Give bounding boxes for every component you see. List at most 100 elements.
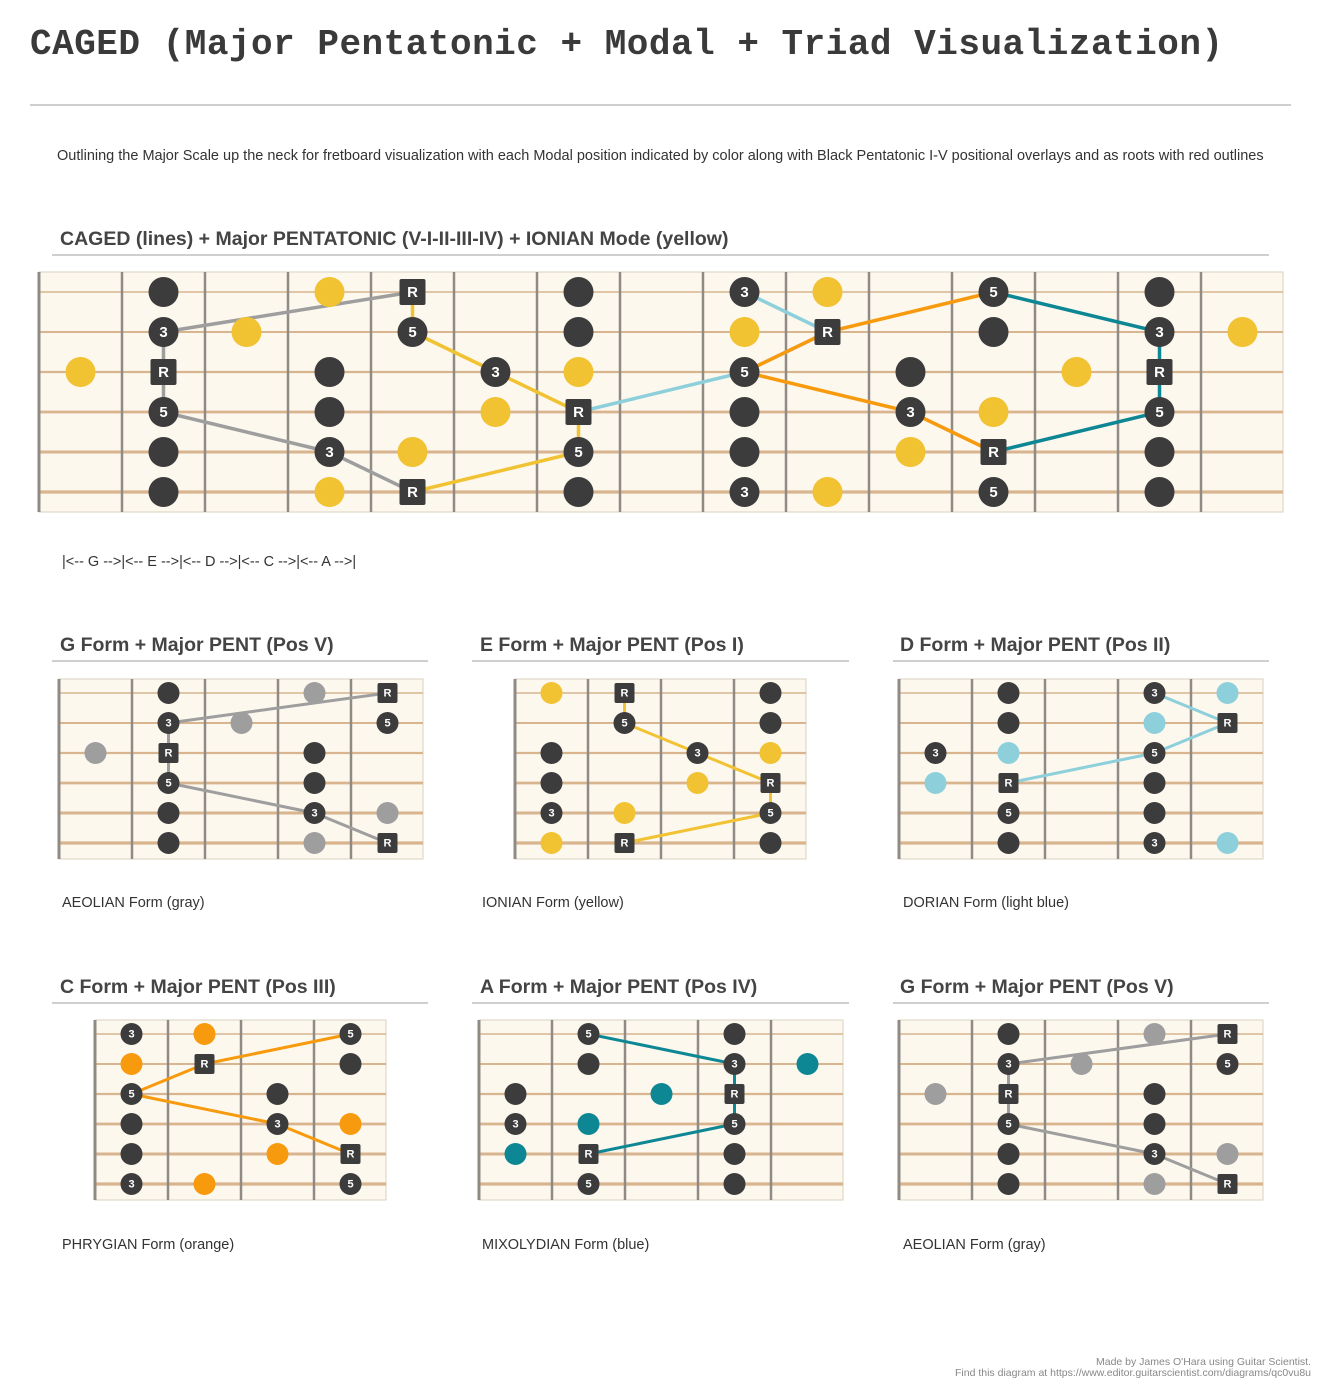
- form-divider-g-top: [52, 660, 428, 662]
- note-dot: [480, 357, 511, 387]
- note-dot: [303, 682, 326, 704]
- form-title-g-bottom: G Form + Major PENT (Pos V): [900, 976, 1174, 998]
- note-label: 3: [325, 444, 333, 461]
- note-dot: [1227, 317, 1258, 347]
- note-label: 3: [1151, 688, 1157, 700]
- form-caption-e: IONIAN Form (yellow): [482, 895, 624, 911]
- note-dot: [1144, 477, 1175, 507]
- fretboard-c-form: 3 5 3 R 3 5 R 5: [93, 1019, 387, 1201]
- note-dot: [1143, 1023, 1166, 1045]
- note-dot: [1143, 1143, 1166, 1165]
- note-label: R: [201, 1059, 209, 1071]
- root-note-marker: [565, 399, 592, 425]
- note-dot: [540, 682, 563, 704]
- note-dot: [1143, 742, 1166, 764]
- note-dot: [924, 1083, 947, 1105]
- note-dot: [1143, 1113, 1166, 1135]
- note-dot: [997, 682, 1020, 704]
- note-dot: [729, 277, 760, 307]
- note-dot: [120, 1083, 143, 1105]
- note-label: R: [573, 404, 584, 421]
- note-dot: [1143, 832, 1166, 854]
- root-note-marker: [399, 279, 426, 305]
- note-dot: [997, 1113, 1020, 1135]
- note-dot: [613, 712, 636, 734]
- note-dot: [978, 477, 1009, 507]
- note-label: 5: [767, 808, 773, 820]
- note-dot: [1143, 1083, 1166, 1105]
- note-dot: [397, 317, 428, 347]
- root-note-marker: [340, 1144, 361, 1164]
- note-label: R: [731, 1089, 739, 1101]
- note-label: R: [347, 1149, 355, 1161]
- note-label: 5: [1151, 748, 1157, 760]
- note-dot: [339, 1173, 362, 1195]
- note-label: R: [384, 838, 392, 850]
- note-dot: [1144, 397, 1175, 427]
- note-label: 3: [128, 1029, 134, 1041]
- root-note-marker: [194, 1054, 215, 1074]
- title-divider: [30, 104, 1291, 106]
- note-dot: [812, 277, 843, 307]
- note-dot: [148, 437, 179, 467]
- note-dot: [157, 772, 180, 794]
- root-note-marker: [1217, 713, 1238, 733]
- note-label: 3: [731, 1059, 737, 1071]
- fretboard-background: [58, 678, 424, 860]
- note-label: 3: [1005, 1059, 1011, 1071]
- note-label: 3: [311, 808, 317, 820]
- note-dot: [1143, 802, 1166, 824]
- note-dot: [157, 712, 180, 734]
- fretboard-g-form-bottom: 3 R 5 3 R 5 R: [897, 1019, 1264, 1201]
- note-dot: [563, 277, 594, 307]
- note-label: R: [822, 324, 833, 341]
- note-dot: [577, 1053, 600, 1075]
- note-label: 3: [548, 808, 554, 820]
- note-dot: [540, 832, 563, 854]
- root-note-marker: [578, 1144, 599, 1164]
- note-dot: [314, 437, 345, 467]
- note-dot: [729, 317, 760, 347]
- note-dot: [303, 802, 326, 824]
- note-dot: [193, 1023, 216, 1045]
- note-dot: [759, 712, 782, 734]
- note-label: 5: [1005, 808, 1011, 820]
- note-dot: [1143, 1173, 1166, 1195]
- note-label: 3: [906, 404, 914, 421]
- note-dot: [978, 277, 1009, 307]
- note-dot: [303, 772, 326, 794]
- note-dot: [120, 1143, 143, 1165]
- main-fretboard: 3 R 5 3 R 5 R 3 R 5 3 5 3 R 3 5 R 5 3 R 5: [37, 271, 1284, 513]
- note-dot: [924, 772, 947, 794]
- form-divider-a: [472, 1002, 849, 1004]
- note-dot: [157, 802, 180, 824]
- note-label: 5: [621, 718, 627, 730]
- root-note-marker: [980, 439, 1007, 465]
- note-dot: [796, 1053, 819, 1075]
- note-dot: [65, 357, 96, 387]
- root-note-marker: [724, 1084, 745, 1104]
- fretboard-e-form: 3 R 5 R 3 R 5: [513, 678, 807, 860]
- note-dot: [231, 317, 262, 347]
- note-label: 3: [274, 1119, 280, 1131]
- note-dot: [978, 317, 1009, 347]
- fretboard-background: [478, 1019, 844, 1201]
- form-caption-c: PHRYGIAN Form (orange): [62, 1237, 235, 1253]
- note-dot: [314, 357, 345, 387]
- note-dot: [577, 1113, 600, 1135]
- form-title-g-top: G Form + Major PENT (Pos V): [60, 634, 334, 656]
- note-dot: [577, 1023, 600, 1045]
- note-dot: [303, 832, 326, 854]
- note-label: 5: [585, 1179, 591, 1191]
- note-label: 5: [731, 1119, 737, 1131]
- note-label: R: [585, 1149, 593, 1161]
- fretboard-g-form-top: 3 R 5 3 R 5 R: [57, 678, 424, 860]
- note-dot: [759, 832, 782, 854]
- note-label: 3: [1151, 1149, 1157, 1161]
- note-label: 3: [165, 718, 171, 730]
- note-label: 3: [740, 284, 748, 301]
- note-dot: [723, 1053, 746, 1075]
- note-label: 5: [347, 1029, 353, 1041]
- note-label: 5: [1005, 1119, 1011, 1131]
- form-title-d: D Form + Major PENT (Pos II): [900, 634, 1171, 656]
